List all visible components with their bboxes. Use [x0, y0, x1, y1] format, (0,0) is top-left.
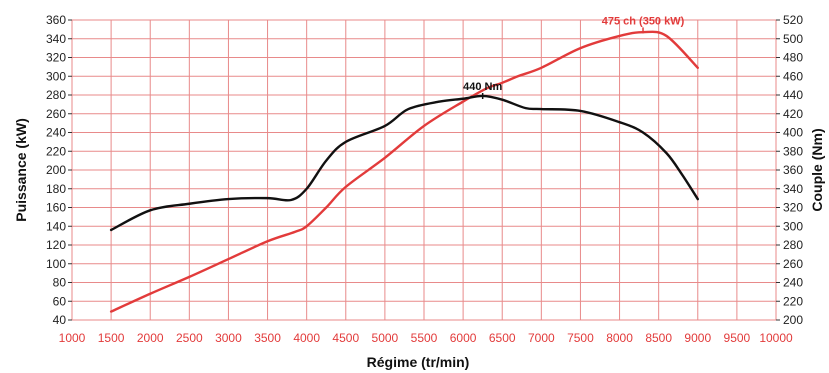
right-tick-label-7: 340	[783, 182, 803, 196]
right-tick-label-0: 200	[783, 313, 803, 327]
right-tick-label-16: 520	[783, 13, 803, 27]
left-tick-label-3: 100	[46, 257, 66, 271]
right-tick-label-9: 380	[783, 144, 803, 158]
right-tick-label-2: 240	[783, 276, 803, 290]
left-tick-label-7: 180	[46, 182, 66, 196]
x-tick-label-15: 8500	[645, 331, 672, 345]
right-axis-ticks: 200 220 240 260 280 300 320 340 360 380 400 420 440 4…	[776, 13, 803, 327]
right-tick-label-3: 260	[783, 257, 803, 271]
x-tick-label-3: 2500	[176, 331, 203, 345]
left-tick-label-8: 200	[46, 163, 66, 177]
left-tick-label-9: 220	[46, 144, 66, 158]
right-tick-label-14: 480	[783, 51, 803, 65]
x-tick-label-1: 1500	[98, 331, 125, 345]
x-tick-label-14: 8000	[606, 331, 633, 345]
left-axis-title: Puissance (kW)	[13, 118, 29, 221]
x-tick-label-2: 2000	[137, 331, 164, 345]
right-tick-label-10: 400	[783, 126, 803, 140]
left-tick-label-13: 300	[46, 69, 66, 83]
right-tick-label-1: 220	[783, 294, 803, 308]
x-tick-label-7: 4500	[332, 331, 359, 345]
x-tick-label-8: 5000	[372, 331, 399, 345]
x-axis-title: Régime (tr/min)	[367, 354, 470, 370]
right-tick-label-11: 420	[783, 107, 803, 121]
x-tick-label-13: 7500	[567, 331, 594, 345]
grid	[71, 19, 777, 321]
left-tick-label-6: 160	[46, 201, 66, 215]
left-tick-label-4: 120	[46, 238, 66, 252]
right-tick-label-15: 500	[783, 32, 803, 46]
x-tick-label-18: 10000	[759, 331, 793, 345]
left-tick-label-12: 280	[46, 88, 66, 102]
left-tick-label-14: 320	[46, 51, 66, 65]
left-tick-label-1: 60	[53, 294, 67, 308]
left-tick-label-0: 40	[53, 313, 67, 327]
x-tick-label-12: 7000	[528, 331, 555, 345]
left-tick-label-2: 80	[53, 276, 67, 290]
left-tick-label-10: 240	[46, 126, 66, 140]
power-series-line	[109, 30, 699, 313]
x-tick-label-16: 9000	[684, 331, 711, 345]
annotation-label-1: 475 ch (350 kW)	[602, 15, 685, 27]
right-tick-label-12: 440	[783, 88, 803, 102]
x-tick-label-10: 6000	[450, 331, 477, 345]
series-layer	[109, 30, 699, 313]
x-axis-ticks: 1000 1500 2000 2500 3000 3500 4000 4500 5000 5500…	[59, 331, 793, 345]
right-axis-title: Couple (Nm)	[809, 128, 825, 211]
annotation-label-0: 440 Nm	[463, 81, 502, 93]
left-axis-ticks: 40 60 80 100 120 140 160 180 200 220 240 260 280 300 3…	[46, 13, 72, 327]
right-tick-label-4: 280	[783, 238, 803, 252]
x-tick-label-0: 1000	[59, 331, 86, 345]
right-tick-label-6: 320	[783, 201, 803, 215]
x-tick-label-6: 4000	[293, 331, 320, 345]
x-tick-label-11: 6500	[489, 331, 516, 345]
left-tick-label-11: 260	[46, 107, 66, 121]
x-tick-label-17: 9500	[724, 331, 751, 345]
right-tick-label-13: 460	[783, 69, 803, 83]
left-tick-label-16: 360	[46, 13, 66, 27]
right-tick-label-8: 360	[783, 163, 803, 177]
x-tick-label-9: 5500	[411, 331, 438, 345]
left-tick-label-15: 340	[46, 32, 66, 46]
x-tick-label-5: 3500	[254, 331, 281, 345]
x-tick-label-4: 3000	[215, 331, 242, 345]
left-tick-label-5: 140	[46, 219, 66, 233]
right-tick-label-5: 300	[783, 219, 803, 233]
torque-series-line	[109, 94, 699, 232]
annotations: 440 Nm 475 ch (350 kW)	[463, 15, 685, 99]
